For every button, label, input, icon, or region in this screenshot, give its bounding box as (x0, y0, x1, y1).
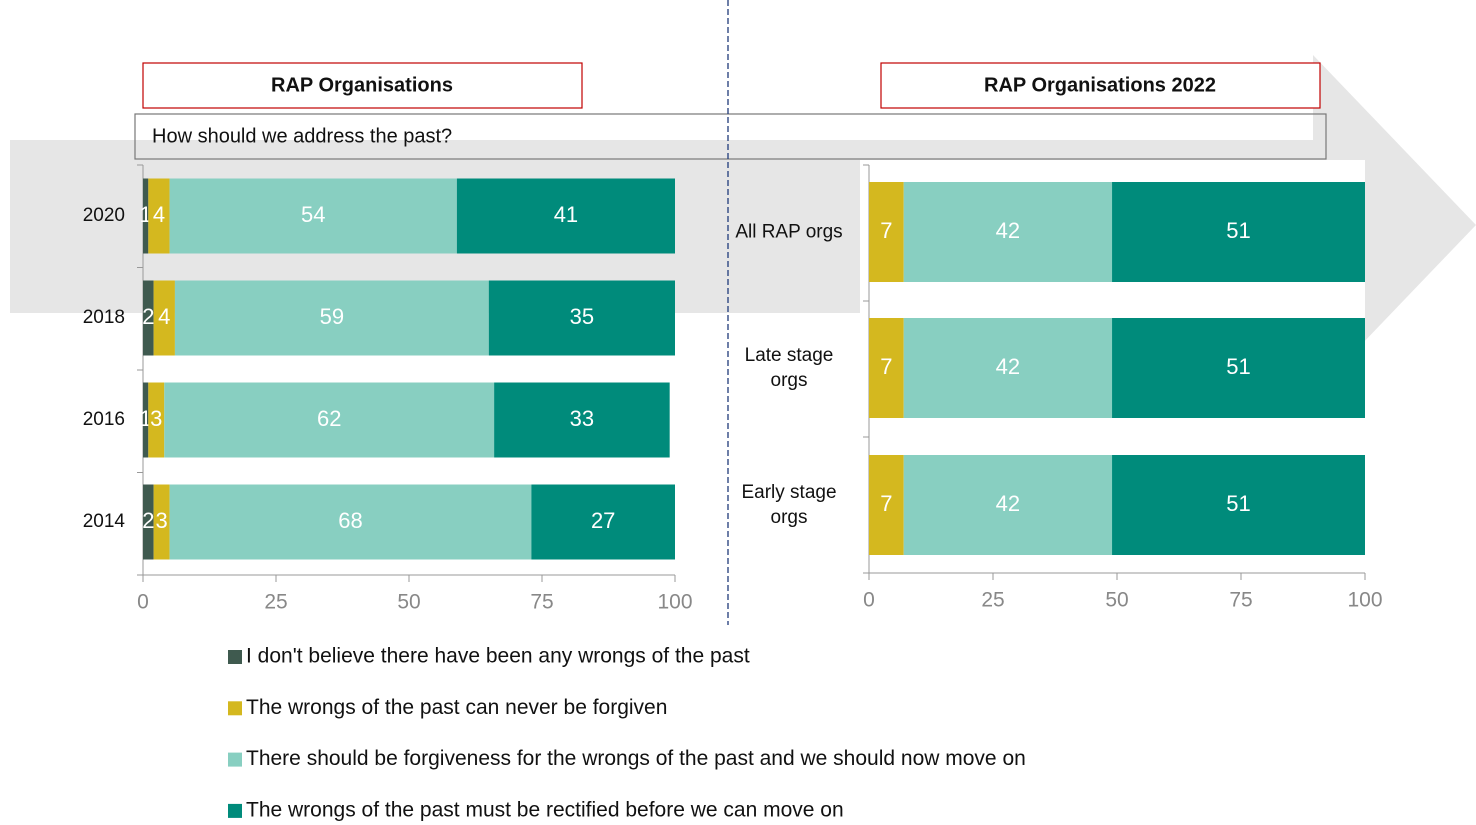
x-tick-label: 0 (137, 591, 149, 614)
bar-segment (869, 182, 904, 282)
data-label: 4 (158, 304, 170, 329)
bar-segment (148, 382, 165, 458)
x-tick-label: 25 (981, 589, 1004, 612)
bar-segment (903, 455, 1113, 555)
legend-swatch (228, 701, 242, 716)
bar-segment (143, 382, 149, 458)
bar-segment (153, 484, 170, 560)
legend-label: There should be forgiveness for the wron… (246, 747, 1026, 770)
subtitle: How should we address the past? (152, 125, 452, 147)
data-label: 7 (880, 491, 892, 516)
x-tick-label: 75 (1229, 589, 1252, 612)
y-tick-label: 2020 (83, 205, 125, 226)
y-tick-label: Early stage orgs (741, 482, 837, 528)
data-label: 7 (880, 218, 892, 243)
bar-segment (869, 318, 904, 418)
data-label: 33 (570, 406, 594, 431)
bar-segment (456, 178, 675, 254)
data-label: 51 (1226, 491, 1250, 516)
bar-segment (153, 280, 175, 356)
data-label: 2 (142, 304, 154, 329)
title-box (142, 62, 583, 109)
bar-segment (494, 382, 670, 458)
data-label: 35 (570, 304, 594, 329)
x-tick-label: 100 (1347, 589, 1382, 612)
data-label: 7 (880, 354, 892, 379)
bar-segment (903, 182, 1113, 282)
bar-segment (488, 280, 675, 356)
chart-title: RAP Organisations 2022 (984, 74, 1216, 96)
y-tick-label: All RAP orgs (735, 221, 843, 243)
legend-label: The wrongs of the past can never be forg… (246, 696, 667, 719)
legend-label: I don't believe there have been any wron… (246, 645, 750, 668)
y-tick-label: 2016 (83, 409, 125, 430)
data-label: 41 (554, 202, 578, 227)
legend-swatch (228, 752, 242, 767)
data-label: 51 (1226, 354, 1250, 379)
data-label: 27 (591, 508, 615, 533)
chart-title: RAP Organisations (271, 74, 453, 96)
question-box (134, 113, 1327, 160)
y-tick-label: Late stage orgs (744, 345, 834, 391)
bar-segment (169, 484, 532, 560)
x-tick-label: 100 (657, 591, 692, 614)
legend-label: The wrongs of the past must be rectified… (246, 798, 844, 821)
bar-segment (148, 178, 170, 254)
bar-segment (169, 178, 457, 254)
data-label: 3 (150, 406, 162, 431)
data-label: 68 (338, 508, 362, 533)
data-label: 59 (320, 304, 344, 329)
y-tick-label: 2018 (83, 307, 125, 328)
x-tick-label: 50 (397, 591, 420, 614)
data-label: 2 (142, 508, 154, 533)
data-label: 42 (996, 354, 1020, 379)
data-label: 62 (317, 406, 341, 431)
bar-segment (143, 484, 154, 560)
x-tick-label: 25 (264, 591, 287, 614)
bar-segment (531, 484, 675, 560)
x-tick-label: 50 (1105, 589, 1128, 612)
x-tick-label: 0 (863, 589, 875, 612)
data-label: 54 (301, 202, 325, 227)
bar-segment (1112, 455, 1365, 555)
data-label: 42 (996, 218, 1020, 243)
bar-segment (1112, 182, 1365, 282)
data-label: 51 (1226, 218, 1250, 243)
bar-segment (143, 178, 149, 254)
x-tick-label: 75 (530, 591, 553, 614)
y-tick-label: 2014 (83, 511, 126, 532)
bar-segment (164, 382, 495, 458)
data-label: 3 (155, 508, 167, 533)
title-box (880, 62, 1321, 109)
bar-segment (869, 455, 904, 555)
bar-segment (1112, 318, 1365, 418)
bar-segment (903, 318, 1113, 418)
data-label: 4 (153, 202, 165, 227)
bar-segment (174, 280, 489, 356)
legend-swatch (228, 650, 242, 664)
bar-segment (143, 280, 154, 356)
legend-swatch (228, 803, 242, 818)
data-label: 42 (996, 491, 1020, 516)
